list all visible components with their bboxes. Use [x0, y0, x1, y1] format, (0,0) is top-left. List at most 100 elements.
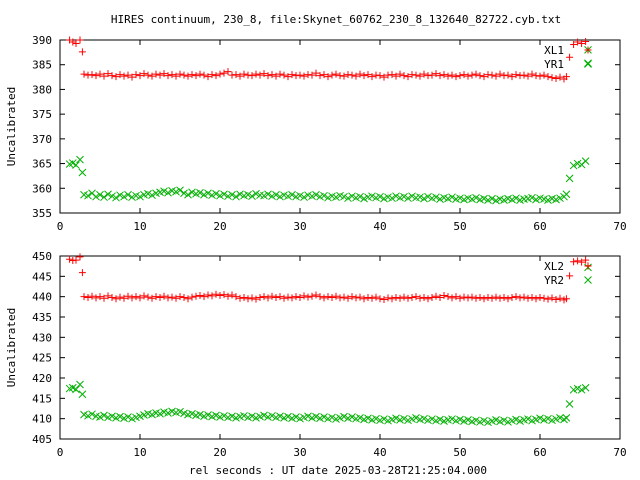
plus-point [332, 70, 340, 78]
y-axis-label-top: Uncalibrated [5, 87, 18, 166]
plus-point [300, 72, 308, 80]
plus-point [212, 72, 220, 80]
y-tick-label: 415 [32, 392, 52, 405]
cross-point [468, 195, 476, 204]
plus-point [176, 70, 184, 78]
plus-point [544, 73, 552, 81]
plus-point [204, 291, 212, 299]
plus-point [504, 71, 512, 79]
plus-point [524, 294, 532, 302]
cross-point [84, 191, 92, 200]
plus-point [128, 73, 136, 81]
cross-point [208, 191, 216, 200]
plus-point [92, 294, 100, 302]
y-tick-label: 385 [32, 59, 52, 72]
plus-point [368, 294, 376, 302]
plus-point [570, 258, 578, 266]
cross-point [276, 412, 284, 421]
cross-point [252, 189, 260, 198]
cross-point [492, 196, 500, 205]
plus-point [356, 70, 364, 78]
plus-point [132, 293, 140, 301]
cross-point [581, 157, 590, 165]
plus-point [184, 72, 192, 80]
cross-point [136, 192, 144, 201]
plus-point [540, 294, 548, 302]
legend-marker [584, 46, 592, 54]
cross-point [76, 155, 84, 164]
cross-point [188, 188, 196, 197]
plus-point [232, 71, 240, 79]
cross-point [120, 192, 128, 201]
cross-point [292, 413, 300, 421]
plus-point [404, 73, 412, 81]
plus-point [400, 72, 408, 80]
cross-point [284, 192, 292, 201]
plus-point [236, 294, 244, 302]
plus-point [192, 292, 200, 300]
plus-point [276, 70, 284, 78]
cross-point [356, 413, 364, 422]
plus-point [140, 292, 148, 300]
y-tick-label: 410 [32, 413, 52, 426]
cross-point [508, 195, 516, 204]
plus-point [340, 72, 348, 80]
cross-point [228, 412, 236, 421]
plus-point [300, 292, 308, 300]
plus-point [144, 293, 152, 301]
plus-point [392, 72, 400, 80]
plus-point [240, 293, 248, 301]
plus-point [376, 72, 384, 80]
plus-point [196, 291, 204, 299]
cross-point [296, 191, 304, 200]
x-tick-label: 20 [213, 220, 226, 233]
cross-point [348, 413, 356, 421]
plus-point [460, 293, 468, 301]
cross-point [116, 412, 124, 421]
plus-point [562, 295, 570, 303]
plus-point [120, 72, 128, 80]
plus-point [252, 295, 260, 303]
plus-point [328, 293, 336, 301]
plus-point [364, 293, 372, 301]
plus-point [304, 293, 312, 301]
plus-point [220, 69, 228, 77]
plus-point [420, 70, 428, 78]
plus-point [248, 294, 256, 302]
x-tick-label: 0 [57, 446, 64, 459]
y-tick-label: 380 [32, 83, 52, 96]
plus-point [208, 71, 216, 79]
cross-point [460, 195, 468, 204]
x-tick-label: 50 [453, 446, 466, 459]
plus-point [78, 269, 86, 277]
plus-point [444, 293, 452, 301]
plus-point [148, 72, 156, 80]
x-tick-label: 30 [293, 220, 306, 233]
x-tick-label: 0 [57, 220, 64, 233]
cross-point [388, 194, 396, 203]
x-tick-label: 30 [293, 446, 306, 459]
y-tick-label: 375 [32, 108, 52, 121]
plus-point [496, 70, 504, 78]
plus-point [112, 73, 120, 81]
plus-point [256, 71, 264, 79]
x-tick-label: 60 [533, 220, 546, 233]
cross-point [340, 192, 348, 201]
cross-point [148, 191, 156, 200]
plus-point [80, 293, 88, 301]
plus-point [184, 295, 192, 303]
plus-point [92, 72, 100, 80]
x-tick-label: 40 [373, 446, 386, 459]
plus-point [352, 294, 360, 302]
plus-point [264, 294, 272, 302]
cross-point [268, 192, 276, 201]
cross-point [565, 400, 574, 408]
plus-point [416, 72, 424, 80]
cross-point [376, 192, 384, 201]
plus-point [336, 294, 344, 302]
cross-point [348, 192, 356, 201]
cross-point [220, 411, 228, 420]
plus-point [152, 293, 160, 301]
